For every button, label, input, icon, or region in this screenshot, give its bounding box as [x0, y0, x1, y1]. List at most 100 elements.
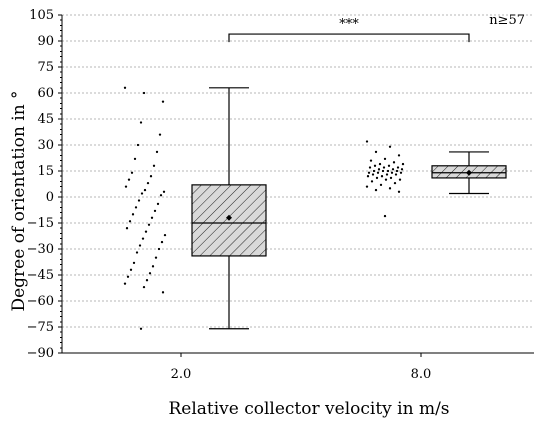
scatter-point [383, 157, 387, 161]
scatter-point [371, 173, 375, 176]
scatter-point [394, 173, 398, 176]
scatter-point [390, 171, 394, 174]
scatter-point [378, 162, 382, 166]
scatter-point [148, 272, 152, 275]
scatter-point [373, 164, 377, 167]
scatter-point [376, 171, 380, 174]
x-tick-label: 8.0 [411, 367, 432, 382]
axes: −90 −75 −60 −45 −30 −15 0 15 30 45 60 75 90 105 2.0 8.0 [27, 8, 534, 382]
annotations: *** [228, 17, 470, 43]
scatter-point [384, 178, 388, 181]
y-tick-label: 30 [37, 138, 54, 153]
y-tick-label: 0 [46, 190, 54, 205]
scatter-point [400, 168, 404, 171]
scatter-point [163, 233, 167, 237]
scatter-point [368, 166, 372, 169]
scatter-point [389, 176, 393, 180]
scatter-point [136, 143, 140, 147]
scatter-point [149, 175, 153, 178]
y-tick-label: 90 [37, 34, 54, 49]
scatter-point [125, 227, 129, 230]
scatter-point [144, 230, 148, 233]
scatter-point [388, 145, 392, 148]
scatter-point [372, 169, 376, 173]
scatter-point [123, 282, 127, 285]
scatter-point [134, 206, 138, 209]
scatter-point [393, 181, 397, 185]
significance-bracket [228, 33, 470, 43]
scatter-point [145, 279, 149, 282]
scatter-point [147, 223, 151, 226]
y-tick-label: −90 [27, 346, 54, 361]
scatter-point [370, 180, 374, 183]
significance-label: *** [339, 17, 359, 32]
scatter-point [135, 251, 139, 254]
scatter-point [140, 192, 144, 195]
scatter-point [139, 121, 143, 124]
scatter-point [399, 171, 403, 174]
scatter-point [380, 175, 384, 178]
y-tick-label: −60 [27, 294, 54, 309]
scatter-point [383, 214, 387, 218]
y-tick-label: 75 [37, 60, 54, 75]
scatter-point [379, 183, 383, 187]
scatter-point [374, 150, 378, 154]
scatter-point [377, 168, 381, 171]
scatter-point [365, 185, 369, 188]
scatter-point [160, 240, 164, 244]
scatter-point [392, 161, 396, 164]
scatter-points [123, 86, 405, 330]
x-axis-title: Relative collector velocity in m/s [168, 399, 449, 419]
scatter-point [381, 169, 385, 173]
scatter-point [153, 209, 157, 213]
scatter-point [388, 187, 392, 190]
scatter-point [142, 91, 146, 95]
scatter-point [382, 166, 386, 169]
scatter-point [157, 247, 161, 251]
scatter-point [123, 86, 127, 89]
sample-size-label: n≥57 [489, 13, 525, 28]
scatter-point [395, 169, 399, 173]
scatter-point [155, 150, 159, 154]
scatter-point [158, 133, 162, 136]
y-tick-label: −45 [27, 268, 54, 283]
scatter-point [124, 185, 128, 188]
scatter-point [162, 190, 166, 193]
y-tick-label: −15 [27, 216, 54, 231]
scatter-point [126, 275, 130, 278]
scatter-point [127, 178, 131, 181]
scatter-point [151, 265, 155, 268]
mean-marker [226, 214, 232, 221]
scatter-point [375, 176, 379, 180]
scatter-point [152, 164, 156, 167]
scatter-point [159, 194, 163, 197]
y-tick-label: 60 [37, 86, 54, 101]
scatter-point [156, 202, 160, 206]
scatter-point [138, 244, 142, 247]
scatter-point [146, 181, 150, 185]
scatter-point [397, 190, 401, 193]
scatter-point [366, 175, 370, 178]
scatter-point [161, 100, 165, 103]
scatter-point [131, 213, 135, 216]
scatter-point [161, 291, 165, 294]
mean-marker [466, 169, 472, 176]
box-plots [191, 87, 507, 330]
scatter-point [367, 171, 371, 174]
y-axis-title: Degree of orientation in ° [9, 90, 29, 311]
scatter-point [143, 188, 147, 192]
scatter-point [387, 164, 391, 167]
y-tick-label: 15 [37, 164, 54, 179]
scatter-point [386, 169, 390, 173]
scatter-point [139, 327, 143, 330]
scatter-point [374, 188, 378, 192]
scatter-point [401, 162, 405, 166]
scatter-point [132, 261, 136, 265]
y-tick-label: −30 [27, 242, 54, 257]
scatter-point [385, 173, 389, 176]
scatter-point [142, 285, 146, 289]
y-tick-label: −75 [27, 320, 54, 335]
scatter-point [369, 159, 373, 162]
scatter-point [398, 178, 402, 181]
